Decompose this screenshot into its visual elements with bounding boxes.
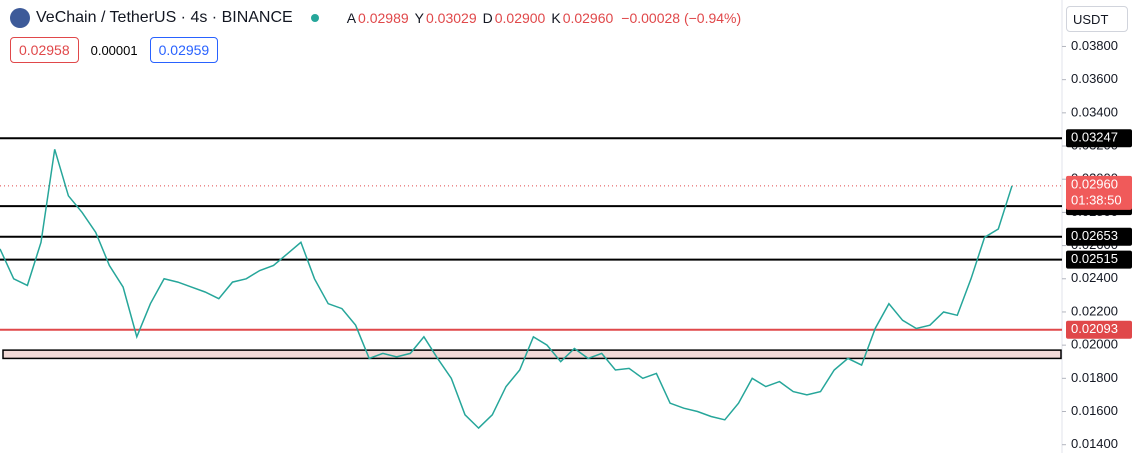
trade-row: 0.02958 0.00001 0.02959 xyxy=(10,37,219,63)
y-tick-label: 0.03400 xyxy=(1071,104,1118,119)
sell-button[interactable]: 0.02958 xyxy=(10,37,79,63)
level-tag xyxy=(1066,129,1132,148)
price-line xyxy=(0,149,1013,430)
status-dot xyxy=(310,14,319,22)
spread: 0.00001 xyxy=(90,42,138,58)
open: 0.02989 xyxy=(358,10,409,26)
low: 0.02900 xyxy=(494,10,546,26)
level-label: 0.02653 xyxy=(1071,228,1118,243)
countdown: 01:38:50 xyxy=(1071,192,1122,207)
level-label: 0.02515 xyxy=(1071,251,1118,266)
zone xyxy=(2,349,1062,360)
level-tag xyxy=(1066,227,1132,246)
currency-select[interactable]: USDT xyxy=(1066,6,1128,32)
last-price-tag xyxy=(1066,175,1132,210)
y-tick-label: 0.02200 xyxy=(1071,303,1118,318)
y-tick-label: 0.01600 xyxy=(1071,403,1118,418)
change: −0.00028 (−0.94%) xyxy=(621,10,742,26)
y-tick-label: 0.03600 xyxy=(1071,71,1118,86)
legend-header: VeChain / TetherUS · 4s · BINANCE A 0.029… xyxy=(10,8,741,28)
close-key: K xyxy=(551,10,561,26)
level-label: 0.02093 xyxy=(1071,321,1118,336)
y-tick-label: 0.02400 xyxy=(1071,270,1118,285)
low-key: D xyxy=(482,10,493,26)
buy-button[interactable]: 0.02959 xyxy=(149,37,219,63)
level-tag xyxy=(1066,250,1132,269)
open-key: A xyxy=(346,10,357,26)
y-tick-label: 0.03800 xyxy=(1071,38,1118,53)
last-price-label: 0.02960 xyxy=(1071,176,1118,191)
level-label: 0.03247 xyxy=(1071,130,1118,145)
symbol[interactable]: VeChain / TetherUS · 4s · BINANCE xyxy=(36,9,293,26)
y-tick-label: 0.01400 xyxy=(1071,436,1118,451)
y-tick-label: 0.01800 xyxy=(1071,370,1118,385)
high: 0.03029 xyxy=(426,10,477,26)
y-tick-label: 0.02000 xyxy=(1071,337,1118,352)
close: 0.02960 xyxy=(562,10,614,26)
high-key: Y xyxy=(414,10,424,26)
level-tag xyxy=(1066,320,1132,339)
logo xyxy=(10,8,30,28)
